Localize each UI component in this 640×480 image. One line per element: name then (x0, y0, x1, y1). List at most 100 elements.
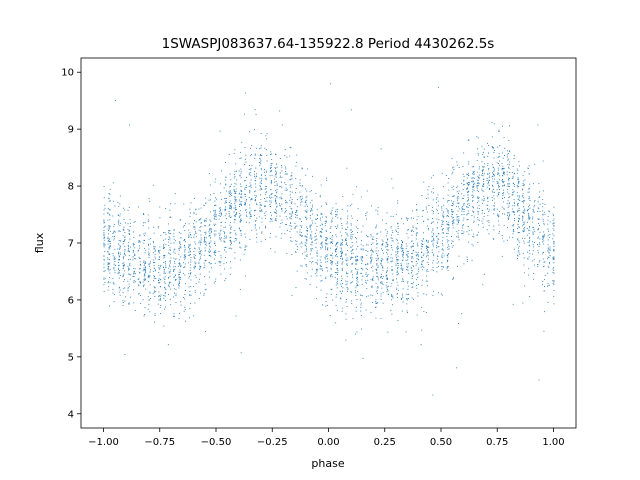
data-point (471, 194, 473, 196)
data-point (482, 169, 484, 171)
data-point (170, 242, 172, 244)
data-point (517, 209, 519, 211)
data-point (213, 214, 215, 216)
data-point (534, 163, 536, 165)
data-point (360, 294, 361, 296)
data-point (512, 225, 514, 227)
data-point (473, 211, 475, 213)
data-point (132, 256, 134, 258)
data-point (529, 217, 530, 219)
data-point (456, 218, 458, 220)
data-points (103, 83, 555, 396)
data-point (170, 203, 172, 205)
data-point (108, 233, 109, 235)
data-point (361, 263, 363, 264)
data-point (467, 192, 469, 193)
data-point (534, 201, 535, 203)
data-point (194, 291, 196, 293)
data-point (436, 208, 438, 210)
data-point (223, 241, 225, 243)
data-point (319, 268, 321, 270)
data-point (371, 250, 373, 251)
data-point (337, 270, 339, 272)
data-point (249, 204, 251, 206)
data-point (529, 226, 530, 227)
data-point (188, 262, 190, 264)
data-point (326, 179, 328, 181)
data-point (517, 217, 519, 219)
data-point (213, 210, 215, 212)
data-point (314, 239, 316, 241)
data-point (523, 229, 525, 231)
data-point (234, 192, 236, 194)
data-point (488, 182, 489, 184)
data-point (411, 240, 413, 242)
data-point (230, 241, 232, 243)
data-point (345, 254, 347, 256)
data-point (330, 276, 332, 278)
data-point (402, 257, 404, 259)
data-point (478, 204, 480, 206)
data-point (477, 211, 479, 213)
data-point (299, 231, 301, 233)
data-point (346, 243, 347, 245)
data-point (184, 289, 186, 291)
data-point (339, 291, 341, 292)
data-point (400, 265, 402, 266)
data-point (418, 255, 419, 257)
data-point (316, 298, 317, 300)
data-point (279, 177, 281, 178)
data-point (498, 173, 500, 175)
data-point (230, 192, 232, 194)
data-point (336, 278, 338, 280)
data-point (183, 203, 185, 205)
data-point (163, 257, 165, 259)
data-point (231, 226, 232, 228)
data-point (122, 229, 124, 231)
data-point (523, 240, 525, 242)
data-point (118, 271, 120, 273)
data-point (542, 203, 544, 205)
data-point (119, 213, 121, 215)
data-point (521, 196, 523, 198)
y-tick-label: 5 (68, 352, 74, 363)
data-point (496, 162, 498, 164)
data-point (350, 223, 352, 225)
data-point (169, 237, 171, 239)
data-point (208, 225, 210, 227)
data-point (204, 289, 206, 291)
data-point (441, 206, 443, 208)
data-point (502, 181, 504, 183)
data-point (170, 288, 171, 290)
data-point (142, 281, 144, 283)
data-point (437, 205, 439, 207)
data-point (306, 250, 308, 252)
data-point (412, 225, 414, 227)
data-point (165, 208, 167, 209)
data-point (194, 248, 196, 250)
data-point (342, 261, 344, 263)
data-point (476, 160, 478, 161)
data-point (312, 175, 313, 177)
data-point (264, 171, 265, 173)
data-point (482, 284, 484, 286)
data-point (180, 219, 182, 221)
data-point (230, 241, 232, 242)
data-point (239, 210, 241, 212)
data-point (436, 197, 438, 198)
data-point (235, 199, 237, 200)
data-point (279, 215, 281, 217)
data-point (506, 239, 508, 241)
data-point (311, 248, 313, 250)
data-point (351, 270, 353, 272)
data-point (204, 239, 206, 240)
data-point (523, 230, 525, 232)
data-point (377, 210, 379, 212)
data-point (244, 249, 245, 251)
data-point (119, 248, 120, 250)
data-point (259, 165, 261, 167)
data-point (417, 242, 419, 244)
data-point (214, 216, 215, 218)
data-point (397, 289, 399, 291)
data-point (518, 182, 520, 184)
